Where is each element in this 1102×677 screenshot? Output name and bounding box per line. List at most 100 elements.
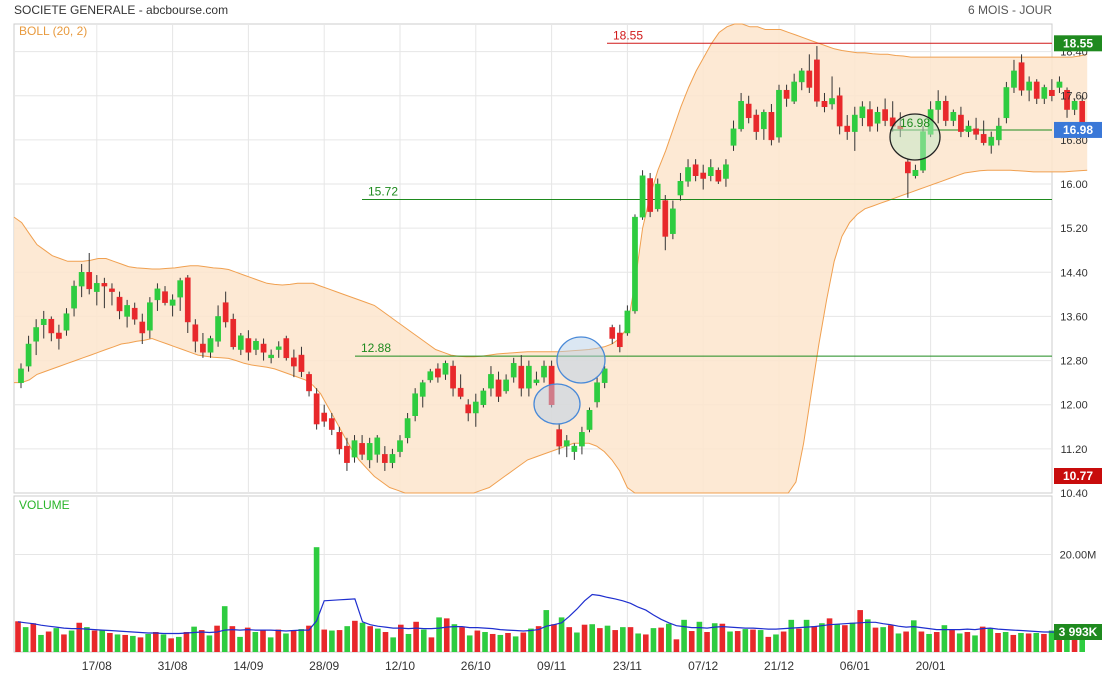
volume-bar [1025, 633, 1032, 652]
volume-value-badge [1054, 624, 1102, 640]
y-tick-label: 11.20 [1061, 444, 1088, 456]
x-tick-label: 31/08 [158, 659, 188, 673]
volume-bar [275, 629, 282, 652]
volume-bar [306, 625, 312, 652]
volume-bar [313, 547, 320, 652]
candle-body [93, 283, 100, 292]
annotation-label: 16.98 [900, 116, 930, 130]
volume-bar [543, 610, 550, 652]
top-level-badge [1054, 35, 1102, 52]
volume-bar [933, 632, 940, 652]
candle-body [715, 169, 722, 182]
volume-bar [681, 619, 687, 652]
candle-body [882, 109, 888, 121]
x-tick-label: 20/01 [916, 659, 946, 673]
candle-body [389, 454, 396, 463]
volume-bar [114, 634, 121, 652]
candle-body [518, 365, 525, 389]
volume-bar [972, 635, 978, 652]
candle-body [465, 404, 472, 414]
volume-bar [773, 634, 779, 652]
x-tick-label: 09/11 [537, 659, 566, 673]
volume-bar [405, 633, 412, 652]
candle-body [450, 365, 456, 389]
volume-bar [719, 623, 726, 652]
candle-body [723, 164, 729, 179]
chart-labels: SOCIETE GENERALE - abcbourse.com 6 MOIS … [14, 3, 1052, 512]
candle-body [753, 114, 760, 132]
candle-body [1003, 87, 1010, 119]
x-tick-label: 07/12 [688, 659, 718, 673]
candle-body [798, 70, 805, 83]
candle-body [958, 114, 964, 132]
candle-body [192, 324, 199, 342]
volume-bar [298, 629, 305, 652]
volume-bar [918, 631, 925, 652]
volume-bar [198, 630, 205, 652]
highlight-circles: 16.98 [533, 113, 941, 425]
candle-body [1056, 81, 1063, 88]
volume-bar [643, 634, 649, 652]
highlight-circle [533, 383, 581, 425]
candle-body [632, 216, 638, 312]
candle-body [670, 208, 676, 234]
candle-body [571, 445, 578, 452]
volume-bar [183, 632, 190, 652]
candle-body [313, 393, 320, 425]
candle-body [730, 128, 737, 146]
candle-body [374, 437, 381, 455]
candle-body [275, 346, 282, 350]
volume-bar [987, 628, 994, 652]
y-tick-label: 15.20 [1060, 223, 1088, 235]
candle-body [685, 167, 691, 182]
volume-bar [61, 634, 67, 652]
x-tick-label: 12/10 [385, 659, 415, 673]
horizontal-levels: 18.55 15.72 12.88 [355, 28, 1052, 357]
candle-body [912, 169, 919, 176]
volume-bar [137, 637, 144, 652]
candle-body [184, 277, 191, 323]
candle-body [397, 440, 403, 452]
volume-bar [84, 627, 90, 652]
candle-body [109, 288, 115, 292]
volume-bar [597, 628, 603, 652]
volume-bar [872, 627, 879, 652]
volume-bar [497, 634, 504, 652]
volume-bar [711, 623, 718, 652]
volume-bar [1071, 632, 1078, 652]
volume-bar [727, 631, 733, 652]
candle-body [40, 318, 47, 325]
low-price-badge [1054, 468, 1102, 484]
volume-bar [742, 629, 749, 652]
y-tick-label: 10.40 [1060, 488, 1088, 500]
volume-bar [811, 626, 818, 652]
volume-bar [474, 630, 481, 652]
volume-bar [581, 624, 588, 652]
chart-title: SOCIETE GENERALE - abcbourse.com [14, 3, 228, 17]
volume-bar [665, 623, 672, 652]
volume-bar [122, 634, 128, 652]
volume-bar [696, 621, 703, 652]
volume-bar [107, 632, 113, 652]
candle-body [526, 365, 532, 389]
candle-body [237, 335, 244, 350]
candle-body [829, 98, 835, 105]
candle-body [988, 136, 995, 146]
x-tick-label: 21/12 [764, 659, 794, 673]
level-label: 18.55 [613, 28, 643, 42]
volume-bar [673, 639, 680, 652]
volume-bar [76, 622, 83, 652]
highlight-circle [889, 113, 941, 161]
candle-body [586, 409, 593, 430]
candle-body [457, 387, 464, 397]
candle-body [563, 440, 570, 447]
volume-bar [352, 620, 358, 652]
candle-body [381, 454, 388, 463]
volume-bar [206, 635, 213, 652]
candle-body [624, 310, 631, 334]
candle-body [169, 299, 176, 306]
volume-bar [191, 626, 197, 652]
y-tick-label: 16.00 [1060, 179, 1088, 191]
candle-body [101, 283, 108, 287]
